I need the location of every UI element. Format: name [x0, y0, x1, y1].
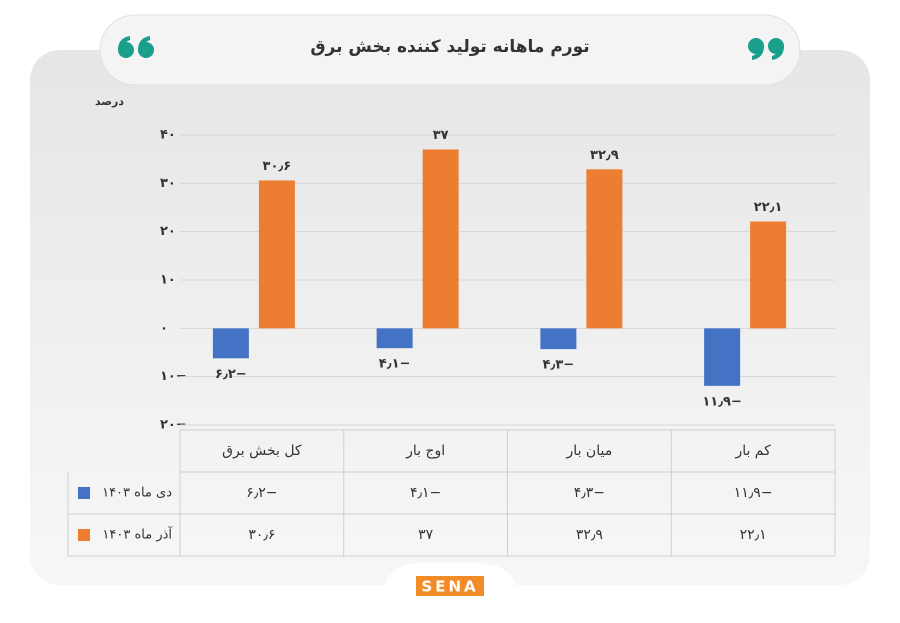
y-tick-label: ۴۰ — [160, 128, 176, 143]
x-tick-label: میان بار — [566, 443, 613, 459]
quote-right — [748, 38, 784, 60]
data-label: ۳۰٫۶ — [263, 159, 292, 174]
bar — [586, 169, 623, 329]
bar — [212, 328, 249, 359]
x-tick-label: کم بار — [734, 443, 771, 459]
y-axis-label: درصد — [95, 95, 124, 108]
table-cell: −۱۱٫۹ — [734, 485, 773, 501]
data-label: ۳۷ — [433, 128, 449, 143]
table-cell: ۳۷ — [418, 527, 434, 543]
legend-swatch — [78, 487, 90, 499]
table-cell: −۶٫۲ — [246, 485, 277, 501]
table-cell: ۳۲٫۹ — [576, 527, 603, 543]
quote-left — [118, 36, 154, 58]
y-tick-label: ۱۰ — [160, 273, 176, 288]
data-label: −۱۱٫۹ — [702, 394, 742, 409]
y-tick-label: ۳۰ — [160, 176, 176, 191]
data-label: −۴٫۱ — [379, 357, 411, 372]
y-tick-label: ۲۰ — [160, 224, 176, 239]
data-label: ۲۲٫۱ — [754, 200, 783, 215]
logo: SENA — [421, 578, 478, 596]
legend-label: آذر ماه ۱۴۰۳ — [102, 526, 173, 543]
bar — [750, 221, 787, 329]
table-cell: −۴٫۳ — [574, 485, 605, 501]
legend-swatch — [78, 529, 90, 541]
y-tick-label: −۱۰ — [160, 369, 187, 384]
bar — [704, 328, 741, 386]
bar — [422, 149, 459, 329]
y-tick-label: ۰ — [160, 321, 168, 336]
table-cell: −۴٫۱ — [410, 485, 441, 501]
y-tick-label: −۲۰ — [160, 418, 187, 433]
x-tick-label: اوج بار — [405, 443, 445, 459]
x-tick-label: کل بخش برق — [222, 443, 302, 459]
data-label: ۳۲٫۹ — [590, 148, 619, 163]
chart-title: تورم ماهانه تولید کننده بخش برق — [310, 37, 589, 57]
table-cell: ۲۲٫۱ — [740, 527, 767, 543]
bar — [376, 328, 413, 349]
title-pill — [99, 14, 801, 86]
data-label: −۴٫۳ — [543, 358, 575, 373]
bar — [540, 328, 577, 350]
table-cell: ۳۰٫۶ — [248, 527, 275, 543]
logo-box — [416, 576, 484, 596]
data-label: −۶٫۲ — [215, 367, 247, 382]
bar — [258, 180, 295, 329]
legend-label: دی ماه ۱۴۰۳ — [102, 486, 172, 501]
